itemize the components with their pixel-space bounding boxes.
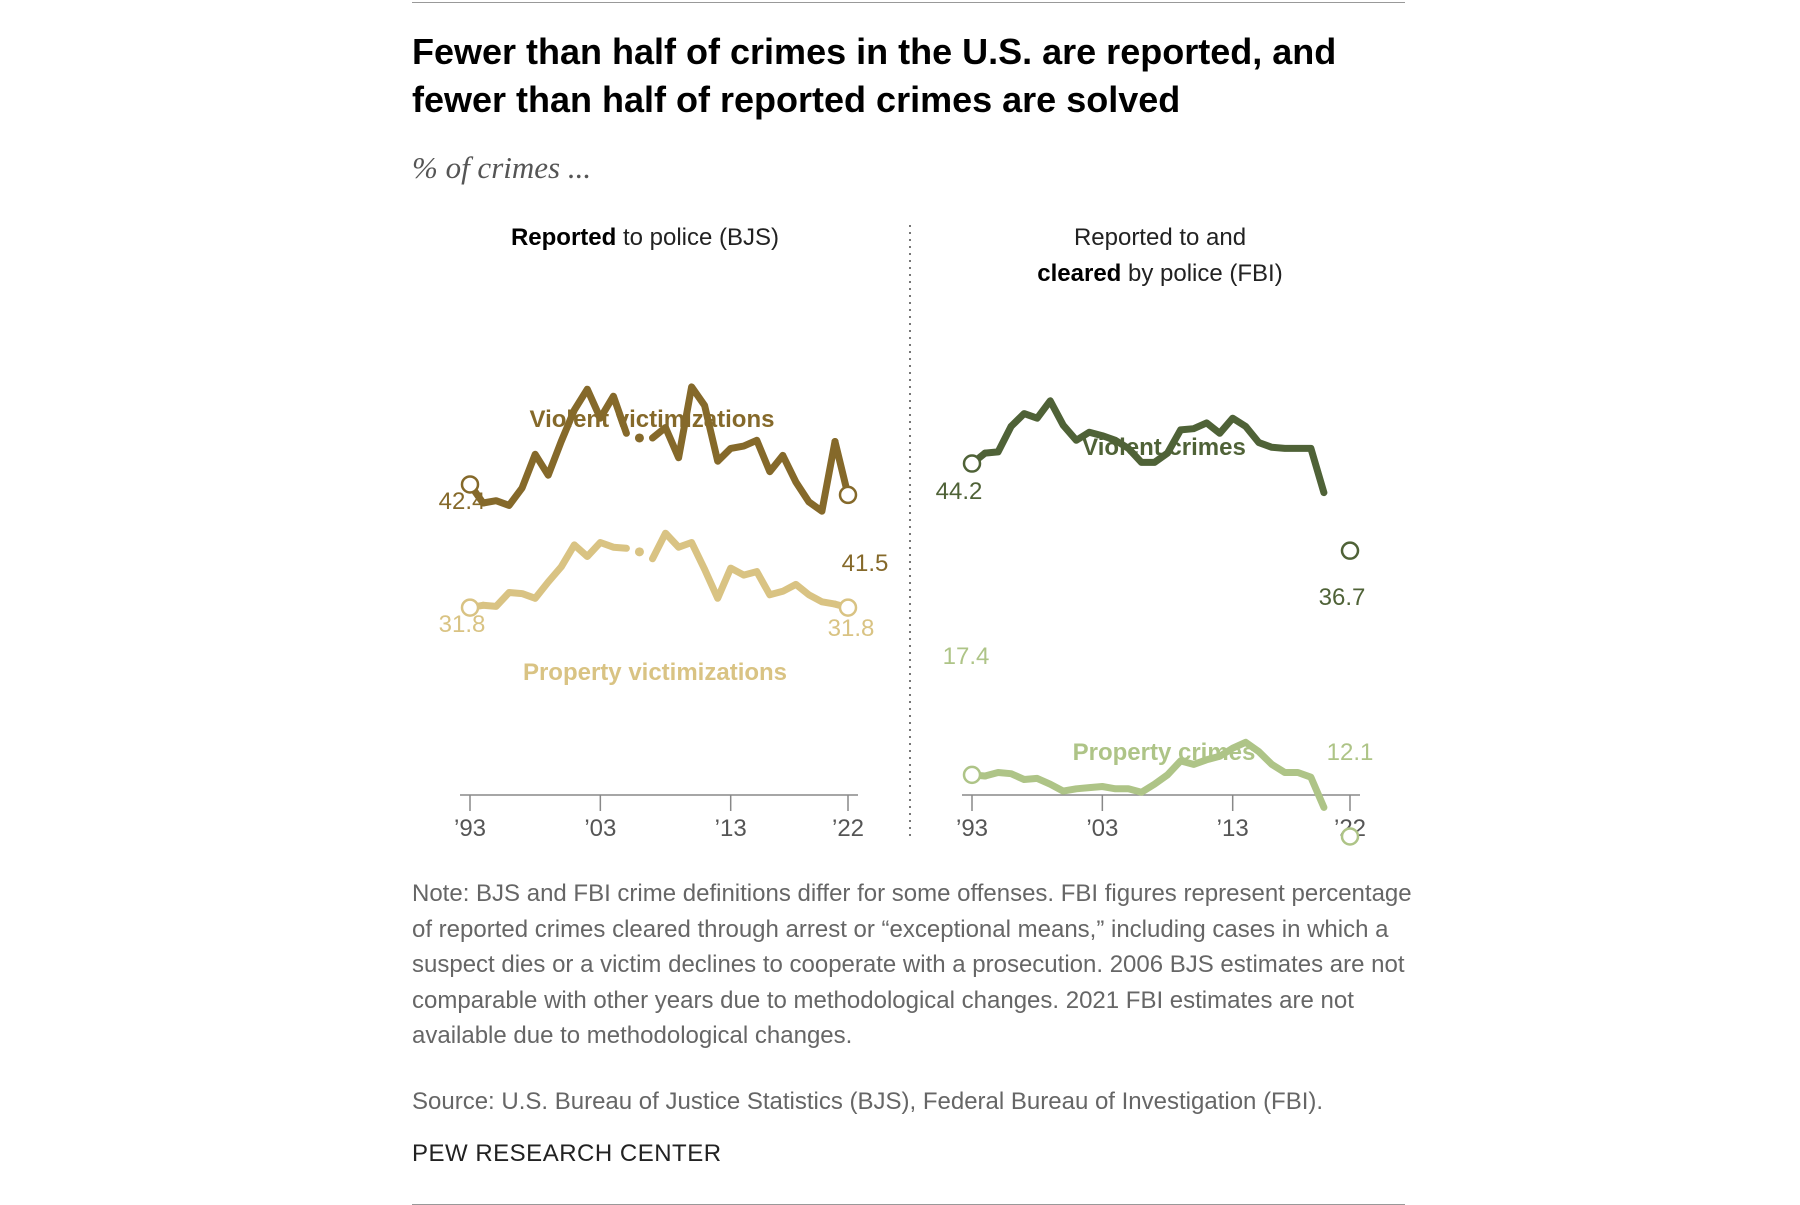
x-tick-label: ’03	[584, 815, 616, 842]
series-label-violent-crimes: Violent crimes	[1082, 434, 1246, 461]
top-rule	[412, 2, 1405, 3]
panel-left: ’93 ’03 ’13 ’22 42.4 41.5 Violent victimizatio…	[439, 383, 889, 842]
x-tick-label: ’93	[956, 815, 988, 842]
panel-title-right-line2: cleared by police (FBI)	[900, 256, 1420, 292]
end-value-label: 31.8	[828, 615, 875, 642]
end-marker-property-victimizations	[838, 598, 858, 617]
start-marker-property-victimizations	[460, 598, 480, 617]
end-value-label: 41.5	[842, 550, 889, 577]
panel-title-right-line1: Reported to and	[1073, 224, 1247, 251]
series-line-violent-victimizations	[649, 383, 839, 515]
chart-svg: ’93 ’03 ’13 ’22 42.4 41.5 Violent victimizatio…	[439, 225, 1374, 846]
x-tick-label: ’93	[454, 815, 486, 842]
end-marker-violent-victimizations	[838, 485, 858, 505]
start-value-label: 17.4	[943, 643, 990, 670]
start-value-label: 42.4	[439, 488, 486, 515]
isolated-point-property-victimizations	[634, 547, 644, 557]
chart-note: Note: BJS and FBI crime definitions diff…	[412, 880, 1412, 1049]
chart-credit: PEW RESEARCH CENTER	[412, 1140, 722, 1167]
series-line-property-victimizations	[649, 529, 839, 608]
panel-title-left: Reported to police (BJS)	[420, 220, 870, 256]
panel-title-right-rest: by police (FBI)	[1121, 260, 1283, 287]
x-tick-label: ’03	[1086, 815, 1118, 842]
x-tick-label: ’13	[1217, 815, 1249, 842]
start-marker-property-crimes	[962, 765, 982, 785]
panel-title-right: Reported to and cleared by police (FBI)	[900, 220, 1420, 292]
x-tick-label: ’13	[715, 815, 747, 842]
end-value-label: 36.7	[1319, 584, 1366, 611]
series-line-property-victimizations	[479, 539, 630, 610]
start-value-label: 44.2	[936, 478, 983, 505]
series-label-property-victimizations: Property victimizations	[523, 659, 787, 686]
series-label-property-crimes: Property crimes	[1073, 739, 1256, 766]
end-marker-violent-crimes	[1340, 541, 1360, 560]
chart-title: Fewer than half of crimes in the U.S. ar…	[412, 31, 1337, 120]
series-label-violent-victimizations: Violent victimizations	[530, 406, 775, 433]
panel-title-left-rest: to police (BJS)	[616, 224, 780, 251]
start-marker-violent-crimes	[962, 454, 982, 473]
x-tick-label: ’22	[832, 815, 864, 842]
start-marker-violent-victimizations	[460, 475, 480, 494]
panel-title-right-bold: cleared	[1037, 260, 1122, 287]
end-value-label: 12.1	[1327, 739, 1374, 766]
panel-title-left-bold: Reported	[510, 224, 617, 251]
isolated-point-violent-victimizations	[634, 433, 644, 443]
chart-subtitle: % of crimes ...	[412, 150, 592, 185]
end-marker-property-crimes	[1340, 827, 1360, 846]
chart-source: Source: U.S. Bureau of Justice Statistic…	[412, 1088, 1324, 1115]
series-line-property-crimes	[981, 738, 1328, 811]
series-line-violent-crimes	[981, 397, 1328, 497]
start-value-label: 31.8	[439, 611, 486, 638]
series-line-violent-victimizations	[479, 385, 630, 509]
